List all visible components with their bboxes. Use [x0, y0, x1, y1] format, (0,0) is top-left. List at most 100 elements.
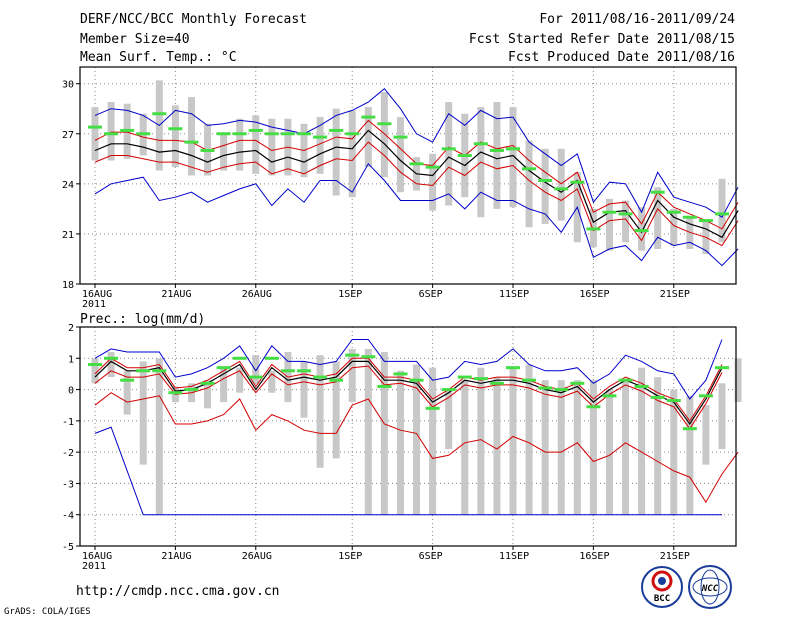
ensemble-range-bar: [268, 370, 276, 393]
ensemble-range-bar: [316, 117, 324, 174]
ensemble-range-bar: [686, 217, 694, 249]
ensemble-range-bar: [622, 200, 630, 243]
x-tick-label: 6SEP: [419, 289, 443, 300]
observed-marker: [264, 356, 279, 360]
ensemble-range-bar: [605, 389, 613, 515]
ensemble-range-bar: [670, 208, 678, 246]
variable-label: Mean Surf. Temp.: °C: [80, 50, 237, 65]
ensemble-range-bar: [541, 148, 549, 224]
observed-marker: [489, 381, 504, 385]
ensemble-range-bar: [557, 380, 565, 515]
member-size: Member Size=40: [80, 32, 190, 47]
ncc-logo: NCC: [688, 565, 732, 609]
observed-marker: [618, 212, 633, 216]
observed-marker: [666, 399, 681, 403]
observed-marker: [152, 112, 167, 116]
observed-marker: [393, 372, 408, 376]
ensemble-range-bar: [589, 380, 597, 515]
bcc-logo-text: BCC: [654, 594, 670, 604]
ensemble-range-bar: [605, 198, 613, 251]
ensemble-range-bar: [364, 107, 372, 168]
observed-marker: [88, 125, 102, 129]
ensemble-range-bar: [573, 380, 581, 515]
observed-marker: [184, 140, 199, 144]
observed-marker: [538, 179, 553, 183]
ensemble-range-bar: [268, 118, 276, 176]
ensemble-range-bar: [220, 133, 228, 171]
y-tick-label: 24: [62, 180, 74, 191]
observed-marker: [216, 366, 231, 370]
observed-marker: [506, 147, 520, 151]
observed-marker: [216, 132, 231, 136]
observed-marker: [297, 132, 311, 136]
ensemble-range-bar: [123, 370, 131, 415]
ensemble-range-bar: [638, 367, 646, 515]
ensemble-range-bar: [509, 367, 517, 515]
observed-marker: [88, 363, 102, 367]
observed-marker: [409, 378, 424, 382]
observed-marker: [570, 180, 585, 184]
ensemble-range-bar: [364, 348, 372, 515]
observed-marker: [473, 142, 488, 146]
forecast-period: For 2011/08/16-2011/09/24: [539, 12, 735, 27]
observed-marker: [248, 375, 263, 379]
x-tick-year-label: 2011: [82, 299, 106, 310]
plot-frame: [79, 66, 737, 285]
ensemble-range-bar: [187, 97, 195, 176]
ensemble-range-bar: [445, 389, 453, 450]
observed-marker: [473, 377, 488, 381]
y-tick-label: -3: [62, 479, 74, 490]
ensemble-range-bar: [316, 355, 324, 468]
ensemble-range-bar: [734, 358, 742, 403]
observed-marker: [232, 132, 247, 136]
observed-marker: [248, 128, 263, 132]
observed-marker: [650, 395, 665, 399]
observed-marker: [345, 132, 360, 136]
y-tick-label: 30: [62, 80, 74, 91]
observed-marker: [457, 375, 472, 379]
lower-envelope-line: [94, 162, 739, 267]
ensemble-range-bar: [396, 370, 404, 515]
x-tick-label: 16SEP: [579, 289, 609, 300]
y-tick-label: 2: [68, 323, 74, 334]
ensemble-range-bar: [654, 377, 662, 515]
observed-marker: [280, 132, 295, 136]
y-tick-label: -4: [62, 511, 74, 522]
ensemble-range-bar: [718, 383, 726, 450]
observed-marker: [602, 394, 617, 398]
ensemble-range-bar: [702, 405, 710, 465]
source-url[interactable]: http://cmdp.ncc.cma.gov.cn: [76, 584, 280, 599]
observed-marker: [120, 378, 135, 382]
ensemble-range-bar: [445, 102, 453, 206]
precip-panel-title: Prec.: log(mm/d): [80, 312, 205, 327]
observed-marker: [377, 384, 392, 388]
observed-marker: [329, 128, 344, 132]
observed-marker: [522, 167, 537, 171]
observed-marker: [586, 405, 601, 409]
x-tick-label: 21SEP: [660, 551, 690, 562]
observed-marker: [715, 212, 729, 216]
y-tick-label: 21: [62, 230, 74, 241]
observed-marker: [666, 210, 681, 214]
x-tick-label: 21AUG: [161, 551, 191, 562]
ensemble-range-bar: [204, 380, 212, 409]
observed-marker: [538, 386, 553, 390]
observed-marker: [618, 378, 633, 382]
x-tick-label: 16AUG: [82, 289, 112, 300]
observed-marker: [280, 369, 295, 373]
ensemble-range-bar: [107, 352, 115, 378]
ensemble-range-bar: [236, 367, 244, 393]
observed-marker: [698, 394, 713, 398]
y-tick-label: 27: [62, 130, 74, 141]
observed-marker: [441, 388, 456, 392]
observed-marker: [522, 378, 537, 382]
ensemble-range-bar: [91, 358, 99, 384]
observed-marker: [682, 215, 697, 219]
fcst-started-date: Fcst Started Refer Date 2011/08/15: [469, 32, 735, 47]
y-tick-label: -2: [62, 448, 74, 459]
observed-marker: [313, 135, 328, 139]
observed-marker: [361, 115, 376, 119]
observed-marker: [554, 187, 569, 191]
